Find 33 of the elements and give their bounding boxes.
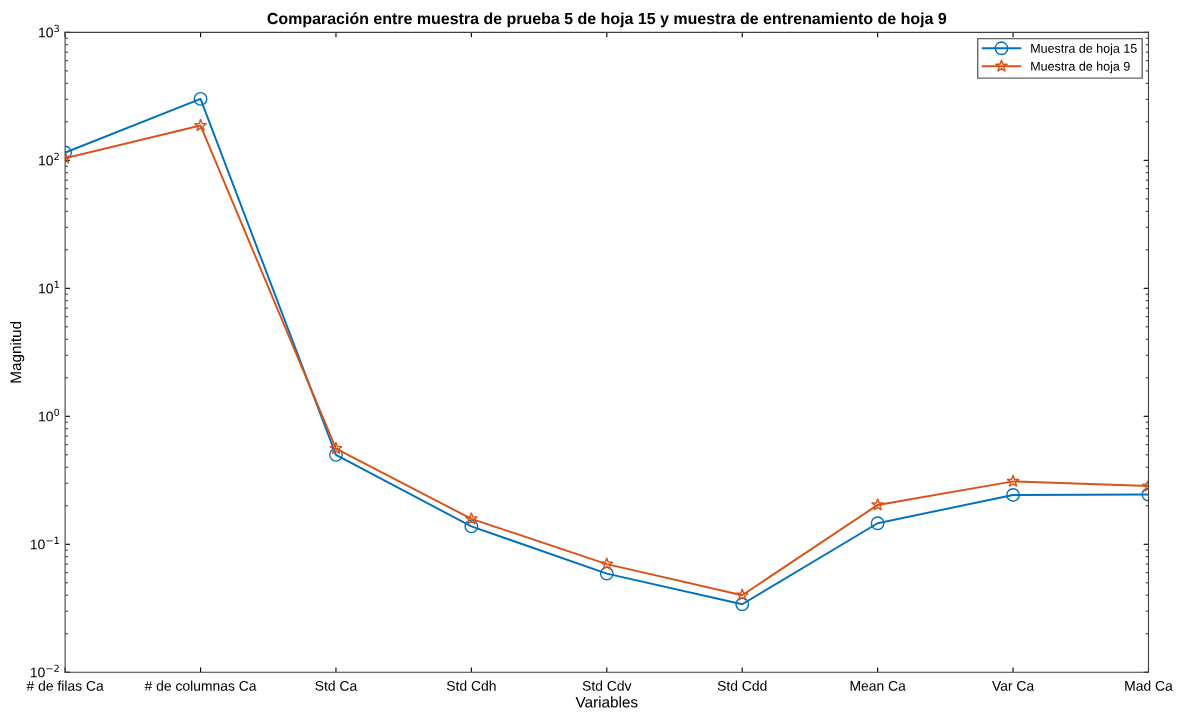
point xyxy=(329,441,343,455)
x-tick-label: # de columnas Ca xyxy=(144,680,257,691)
x-tick-label: # de filas Ca xyxy=(26,680,104,691)
x-tick-label: Mad Ca xyxy=(1125,680,1173,691)
y-tick-label: 10$^{2}$ xyxy=(39,152,59,166)
point xyxy=(193,118,208,132)
point xyxy=(871,497,885,511)
point xyxy=(1006,487,1021,502)
x-tick-label: Std Cdv xyxy=(582,680,632,691)
point xyxy=(464,519,479,534)
legend-label: Muestra de hoja 15 xyxy=(1031,43,1137,56)
x-tick-label: Var Ca xyxy=(992,680,1035,691)
y-axis-title: Magnitud xyxy=(10,321,25,383)
point xyxy=(1006,474,1020,488)
point xyxy=(870,516,885,531)
legend-label: Muestra de hoja 9 xyxy=(1031,61,1130,74)
x-tick-label: Std Cdh xyxy=(446,680,496,691)
point xyxy=(599,566,614,581)
point xyxy=(735,588,749,601)
point xyxy=(464,511,479,525)
y-tick-label: 10$^{0}$ xyxy=(39,408,60,422)
y-tick-label: 10$^{1}$ xyxy=(39,280,59,294)
x-tick-label: Mean Ca xyxy=(850,680,906,691)
point xyxy=(600,557,614,570)
x-axis-title: Variables xyxy=(575,696,638,708)
y-tick-label: 10$^{3}$ xyxy=(39,24,60,38)
y-tick-label: 10$^{−2}$ xyxy=(30,664,59,678)
y-tick-label: 10$^{−1}$ xyxy=(30,536,59,550)
chart-title: Comparación entre muestra de prueba 5 de hoja 15 y muestra de entrenamiento de hoja 9 xyxy=(267,12,947,28)
x-tick-label: Std Ca xyxy=(315,680,358,691)
point xyxy=(735,597,750,612)
point xyxy=(193,91,208,106)
x-tick-label: Std Cdd xyxy=(717,680,767,691)
